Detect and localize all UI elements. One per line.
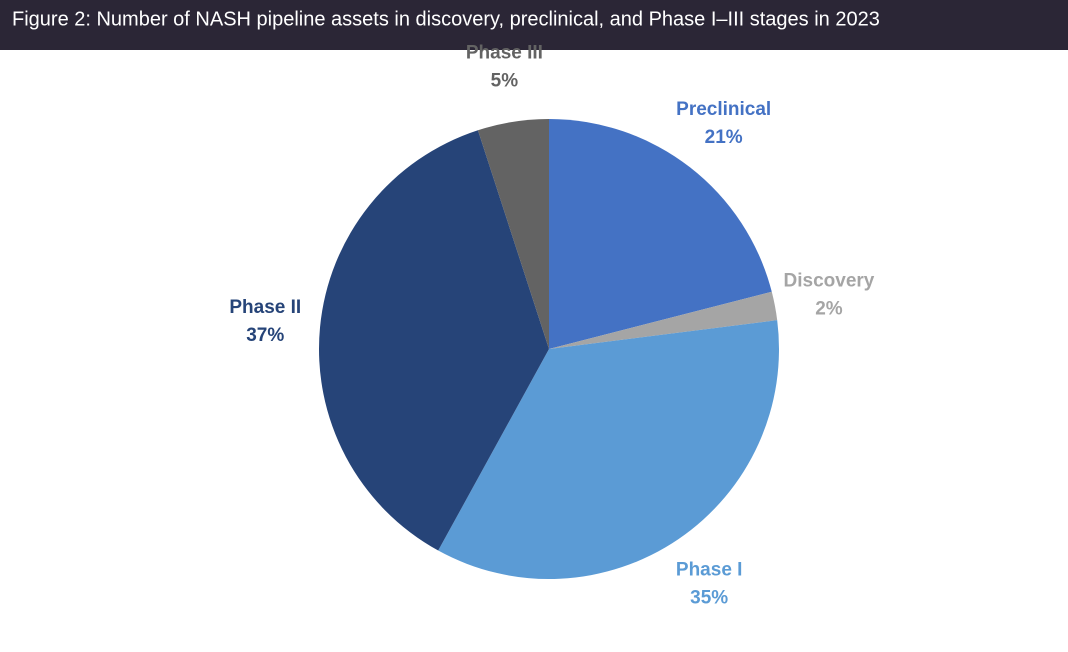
pie-slice bbox=[438, 320, 779, 579]
slice-value-label: 21% bbox=[705, 127, 743, 148]
slice-value-label: 2% bbox=[815, 299, 843, 320]
slice-value-label: 5% bbox=[491, 71, 519, 92]
slice-category-label: Phase I bbox=[676, 560, 743, 581]
slice-category-label: Phase III bbox=[466, 43, 543, 64]
title-bar bbox=[0, 0, 1068, 50]
chart-title: Figure 2: Number of NASH pipeline assets… bbox=[12, 8, 880, 30]
slice-value-label: 37% bbox=[246, 325, 284, 346]
pie-slice bbox=[318, 130, 549, 551]
slice-value-label: 35% bbox=[690, 588, 728, 609]
pie-slice bbox=[549, 291, 778, 349]
pie-slice bbox=[477, 119, 549, 349]
slice-category-label: Preclinical bbox=[676, 99, 771, 120]
slice-category-label: Phase II bbox=[229, 297, 301, 318]
slice-category-label: Discovery bbox=[784, 271, 875, 292]
pie-slice bbox=[549, 119, 772, 349]
